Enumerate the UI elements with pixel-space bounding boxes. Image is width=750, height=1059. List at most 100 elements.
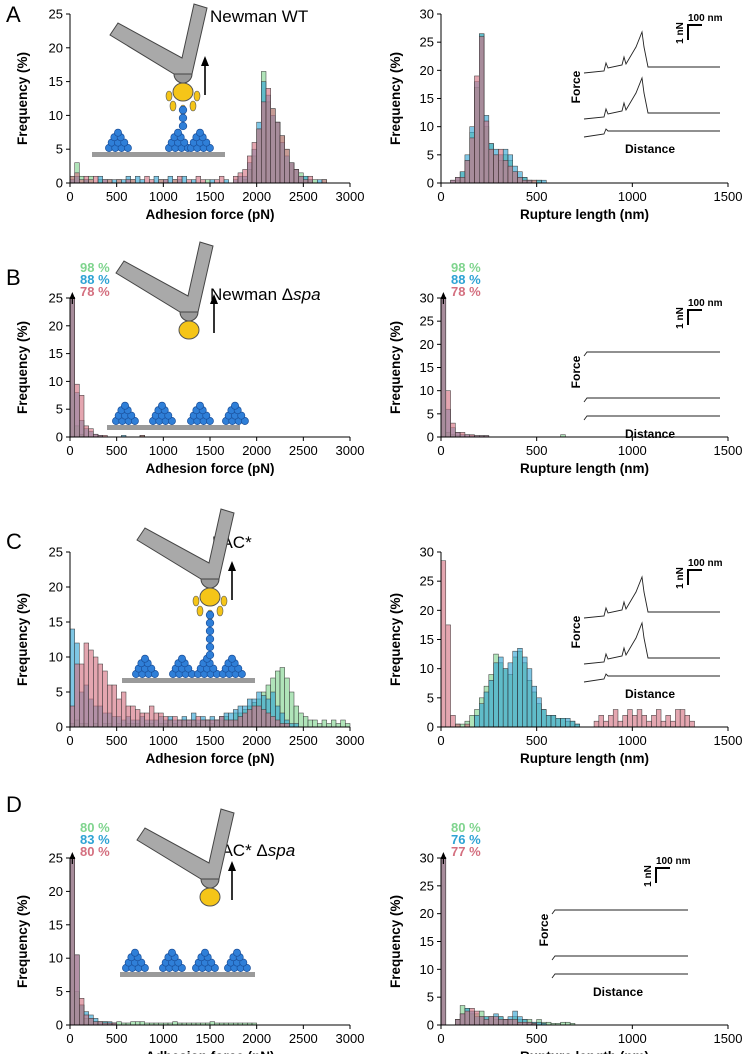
bar (251, 142, 257, 183)
bar (303, 716, 309, 727)
x-tick-label: 1000 (149, 733, 178, 748)
bar (130, 1021, 136, 1025)
bar (205, 719, 211, 727)
y-tick-label: 0 (56, 720, 63, 735)
bar (270, 108, 276, 183)
bar (256, 705, 262, 727)
strain-label: Newman Δspa (210, 285, 321, 304)
protein (178, 654, 186, 663)
bar (275, 121, 281, 183)
y-tick-label: 10 (49, 650, 63, 665)
bar (284, 723, 290, 727)
bar (74, 172, 80, 183)
bar (517, 648, 523, 727)
tip (179, 311, 199, 322)
bar (88, 428, 94, 437)
y-tick-label: 20 (420, 63, 434, 78)
y-tick-label: 15 (49, 917, 63, 932)
bar (242, 712, 248, 727)
bar (116, 179, 122, 183)
pull-arrow-head (228, 561, 236, 571)
x-tick-label: 2500 (289, 1031, 318, 1046)
x-tick-label: 1500 (196, 733, 225, 748)
bar (153, 175, 159, 183)
bar (522, 656, 528, 727)
force-curve (583, 575, 720, 619)
bar (172, 179, 178, 183)
bar (167, 175, 173, 183)
bar (279, 135, 285, 183)
inset-y-label: Force (569, 70, 583, 103)
bar (233, 175, 239, 183)
x-tick-label: 3000 (336, 189, 365, 204)
bar (307, 175, 313, 183)
y-axis-title: Frequency (%) (388, 593, 403, 686)
bar (121, 435, 127, 437)
protein (205, 144, 214, 152)
bar (163, 179, 169, 183)
bar (469, 1008, 475, 1025)
bar (228, 719, 234, 727)
bacterium (172, 82, 194, 102)
bar (275, 719, 281, 727)
y-tick-label: 5 (56, 402, 63, 417)
panel-letter: D (6, 792, 22, 817)
protein (202, 138, 211, 147)
adhesin (165, 90, 173, 102)
peak-label: 80 % (451, 820, 481, 835)
scale-x: 100 nm (688, 558, 723, 569)
x-axis-title: Adhesion force (pN) (145, 751, 274, 766)
bar (247, 709, 253, 727)
bar (195, 175, 201, 183)
bar (498, 656, 504, 727)
y-axis-title: Frequency (%) (15, 895, 30, 988)
bar (335, 723, 341, 727)
protein (239, 958, 248, 967)
bar (158, 712, 164, 727)
bar (684, 715, 690, 727)
bar (512, 650, 518, 727)
bar (474, 715, 480, 727)
y-tick-label: 10 (420, 383, 434, 398)
chain-bead (205, 634, 215, 644)
x-tick-label: 1500 (714, 189, 743, 204)
bar (627, 709, 633, 727)
bar (593, 720, 600, 727)
bar (502, 668, 509, 727)
bar (675, 709, 681, 727)
y-axis-title: Frequency (%) (15, 593, 30, 686)
x-axis-title: Adhesion force (pN) (145, 207, 274, 222)
bar (149, 705, 155, 727)
adhesin (196, 605, 204, 617)
bar (531, 179, 537, 183)
bar (488, 1016, 494, 1025)
force-curve (583, 76, 720, 120)
y-tick-label: 0 (56, 176, 63, 191)
bar (536, 697, 542, 727)
bar (493, 154, 499, 183)
force-curve (583, 30, 720, 74)
bar (289, 162, 295, 183)
y-tick-label: 0 (427, 430, 434, 445)
overflow-arrow-head (440, 292, 447, 299)
force-curve (583, 351, 720, 357)
x-tick-label: 2000 (242, 189, 271, 204)
y-axis-title: Frequency (%) (15, 321, 30, 414)
x-tick-label: 1000 (618, 1031, 647, 1046)
protein (174, 958, 183, 967)
surface (92, 152, 225, 157)
y-tick-label: 15 (49, 615, 63, 630)
x-axis-title: Rupture length (nm) (520, 461, 649, 476)
peak-label: 88 % (80, 272, 110, 287)
bar (121, 691, 127, 727)
protein (121, 401, 129, 410)
bar (177, 719, 183, 727)
cantilever (115, 241, 214, 313)
protein (202, 411, 211, 420)
inset-y-label: Force (537, 913, 551, 946)
x-axis-title: Rupture length (nm) (520, 751, 649, 766)
scale-x: 100 nm (688, 13, 723, 24)
bar (441, 297, 447, 437)
bar (214, 179, 220, 183)
peak-label: 98 % (80, 260, 110, 275)
